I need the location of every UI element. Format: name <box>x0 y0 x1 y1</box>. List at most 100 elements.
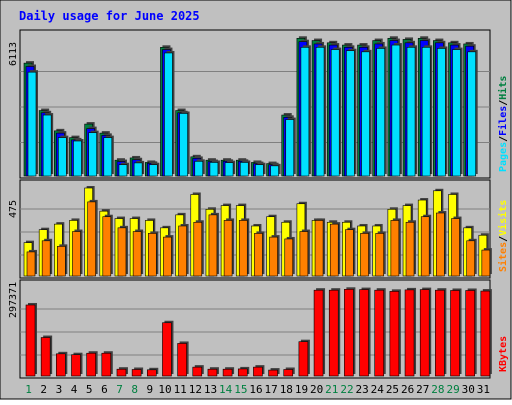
bar-sites-day-15 <box>238 218 250 277</box>
bar-kbytes-day-2-face <box>40 337 51 377</box>
bar-kbytes-day-30 <box>465 288 477 377</box>
bar-pages-day-30-face <box>467 51 476 177</box>
bar-sites-day-6-face <box>102 216 112 277</box>
bar-sites-day-9-face <box>147 233 157 277</box>
bar-pages-day-2-face <box>42 114 52 177</box>
bar-kbytes-day-20 <box>313 288 326 377</box>
bar-pages-day-12-face <box>194 161 204 177</box>
bar-pages-day-21-face <box>330 49 340 177</box>
bar-kbytes-day-11 <box>177 341 189 377</box>
bar-sites-day-2-face <box>41 240 51 277</box>
panel-top-legend: Pages/Files/Hits <box>497 76 509 172</box>
day-label-23: 23 <box>356 383 369 396</box>
bar-sites-day-4-face <box>72 231 81 277</box>
bar-pages-day-19 <box>300 45 311 177</box>
bar-sites-day-25-face <box>390 220 400 277</box>
bar-pages-day-28 <box>437 46 448 177</box>
panel-bottom-legend: KBytes <box>498 336 509 372</box>
bar-pages-day-27-face <box>421 47 431 177</box>
bar-pages-day-20 <box>315 45 327 177</box>
bar-sites-day-31 <box>481 248 492 277</box>
bar-kbytes-day-9 <box>146 367 159 377</box>
panel-top-bars <box>23 36 478 177</box>
bar-kbytes-day-28 <box>435 288 447 377</box>
bar-pages-day-14 <box>224 160 236 177</box>
bar-kbytes-day-22-face <box>344 288 354 377</box>
day-label-24: 24 <box>371 383 385 396</box>
bar-sites-day-22-face <box>345 229 354 277</box>
bar-kbytes-day-14-face <box>222 368 233 377</box>
bar-kbytes-day-18-face <box>283 369 294 377</box>
bar-kbytes-day-19 <box>298 339 310 377</box>
day-label-19: 19 <box>295 383 308 396</box>
bar-pages-day-14-face <box>224 162 234 177</box>
day-label-4: 4 <box>71 383 78 396</box>
chart-title: Daily usage for June 2025 <box>19 9 200 23</box>
bar-pages-day-1-face <box>27 71 37 177</box>
bar-pages-day-8 <box>133 160 145 177</box>
bar-pages-day-6 <box>103 135 114 177</box>
bar-kbytes-day-25-face <box>389 291 400 377</box>
bar-sites-day-23-face <box>360 233 369 277</box>
panel-top-frame <box>19 29 491 179</box>
bar-pages-day-7-face <box>118 164 128 177</box>
bar-kbytes-day-27-face <box>419 289 430 377</box>
bar-pages-day-29-face <box>452 49 461 177</box>
day-label-2: 2 <box>40 383 47 396</box>
bar-pages-day-4 <box>73 139 84 177</box>
legend-entry: Visits <box>497 200 509 236</box>
bar-pages-day-19-face <box>300 47 310 177</box>
bar-sites-day-29 <box>451 216 462 277</box>
bar-pages-day-4-face <box>73 140 82 177</box>
bar-pages-day-28-face <box>437 48 446 177</box>
bar-kbytes-day-4-face <box>71 354 81 377</box>
bar-sites-day-5 <box>87 199 98 277</box>
bar-sites-day-4 <box>72 229 83 277</box>
bar-kbytes-day-6 <box>101 351 113 377</box>
bar-kbytes-day-12-face <box>192 366 203 377</box>
bar-sites-day-29-face <box>451 218 460 277</box>
bar-sites-day-26 <box>405 220 417 277</box>
bar-pages-day-18 <box>285 117 296 177</box>
bar-kbytes-day-4 <box>71 352 83 377</box>
bar-sites-day-24-face <box>375 233 385 277</box>
bar-sites-day-25 <box>390 218 401 277</box>
bar-sites-day-12 <box>193 220 204 277</box>
bar-sites-day-1 <box>26 249 37 277</box>
day-label-27: 27 <box>416 383 429 396</box>
bar-kbytes-day-23-face <box>359 289 369 377</box>
bar-kbytes-day-26-face <box>404 289 415 377</box>
bar-pages-day-22 <box>346 48 357 177</box>
bar-sites-day-6 <box>102 214 113 277</box>
bar-pages-day-17-face <box>270 165 279 177</box>
bar-kbytes-day-16-face <box>253 366 263 377</box>
bar-pages-day-16 <box>255 162 266 177</box>
bar-sites-day-26-face <box>405 221 415 277</box>
bar-pages-day-9 <box>148 162 160 177</box>
bar-kbytes-day-7 <box>116 367 128 377</box>
bar-sites-day-11-face <box>178 225 187 277</box>
bar-pages-day-29 <box>452 47 463 177</box>
bar-sites-day-14 <box>223 218 235 277</box>
bar-sites-day-7-face <box>117 227 127 277</box>
bar-sites-day-21 <box>329 222 341 277</box>
bar-sites-day-30 <box>466 238 477 277</box>
bar-kbytes-day-21-face <box>328 289 339 377</box>
bar-sites-day-22 <box>345 227 356 277</box>
bar-pages-day-10-face <box>164 52 173 177</box>
bar-kbytes-day-31 <box>480 289 492 377</box>
legend-entry: / <box>498 100 509 106</box>
day-label-31: 31 <box>477 383 490 396</box>
panel-middle-legend: Sites/Visits <box>497 200 509 272</box>
bar-kbytes-day-23 <box>359 287 371 377</box>
bar-pages-day-17 <box>270 163 281 177</box>
bar-pages-day-25-face <box>391 44 401 177</box>
bar-sites-day-18-face <box>284 238 294 277</box>
bar-kbytes-day-1-face <box>25 304 36 377</box>
chart-panels: 6113Pages/Files/Hits475Sites/Visits29737… <box>8 29 509 396</box>
bar-kbytes-day-5-face <box>86 352 96 377</box>
bar-sites-day-30-face <box>466 240 475 277</box>
legend-entry: Hits <box>497 76 509 100</box>
panel-bottom: 297371 KBytes <box>8 279 509 379</box>
day-label-10: 10 <box>158 383 171 396</box>
